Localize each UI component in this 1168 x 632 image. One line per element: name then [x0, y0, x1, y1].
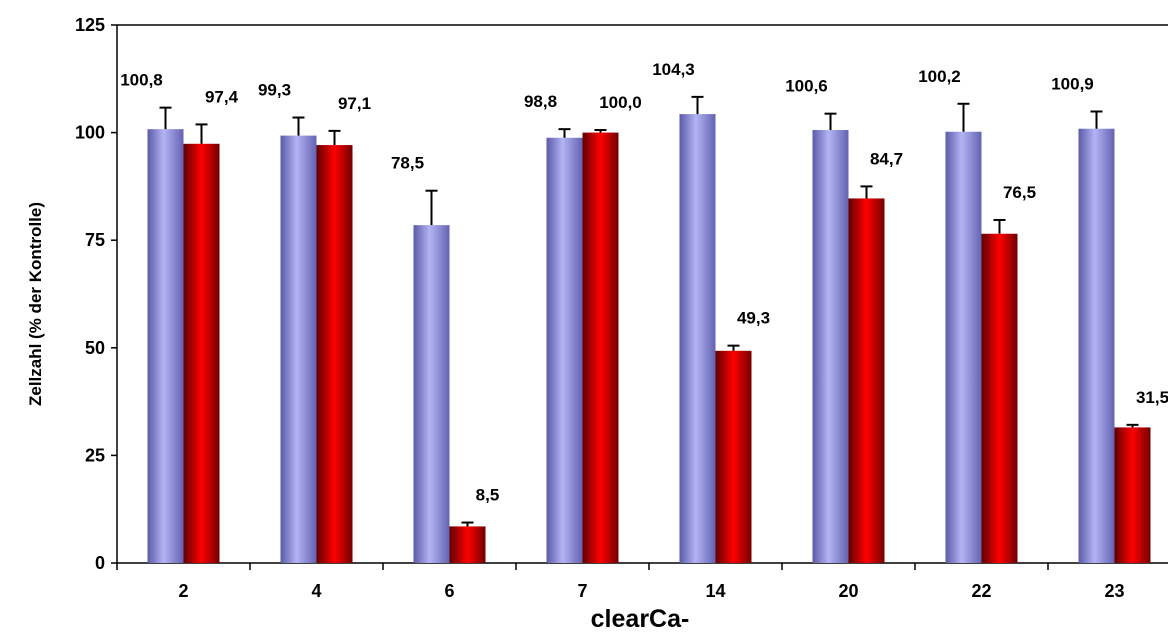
x-tick-label: 20: [838, 581, 858, 601]
bar: [413, 225, 450, 564]
y-tick-label: 50: [85, 338, 105, 358]
y-tick-label: 125: [75, 15, 105, 35]
x-tick-label: 2: [178, 581, 188, 601]
data-label: 31,5: [1136, 388, 1168, 407]
data-label: 100,6: [785, 77, 828, 96]
bar: [945, 131, 982, 563]
data-label: 104,3: [652, 60, 695, 79]
bar: [848, 198, 885, 563]
data-label: 97,1: [338, 94, 371, 113]
y-axis-title: Zellzahl (% der Kontrolle): [26, 202, 45, 406]
y-tick-label: 25: [85, 445, 105, 465]
x-axis-title: clearCa-: [591, 605, 690, 632]
bar: [546, 137, 583, 563]
bar: [582, 132, 619, 563]
data-label: 76,5: [1003, 183, 1036, 202]
data-labels: 100,8 97,4 99,3 97,1 78,5 8,5 98,8 100,0 104,3 49…: [120, 60, 1168, 505]
data-label: 84,7: [870, 149, 903, 168]
bar: [981, 233, 1018, 563]
data-label: 8,5: [476, 486, 500, 505]
x-tick-label: 4: [311, 581, 321, 601]
x-axis: 2 4 6 7 14 20 22 23: [116, 563, 1125, 601]
bar: [679, 114, 716, 563]
bar: [147, 129, 184, 563]
x-tick-label: 22: [971, 581, 991, 601]
data-label: 100,8: [120, 71, 163, 90]
bar: [449, 526, 486, 563]
bar: [1114, 427, 1151, 563]
data-label: 49,3: [737, 309, 770, 328]
x-tick-label: 7: [577, 581, 587, 601]
y-axis: 0 25 50 75 100 125: [75, 15, 117, 573]
bars: [147, 95, 1151, 564]
bar: [715, 350, 752, 563]
x-tick-label: 23: [1104, 581, 1124, 601]
data-label: 100,2: [918, 67, 961, 86]
bar: [316, 145, 353, 563]
data-label: 97,4: [205, 87, 239, 106]
y-tick-label: 75: [85, 230, 105, 250]
bar: [280, 135, 317, 563]
y-tick-label: 100: [75, 123, 105, 143]
data-label: 100,0: [599, 93, 642, 112]
data-label: 99,3: [258, 81, 291, 100]
bar: [1078, 128, 1115, 564]
data-label: 78,5: [391, 154, 424, 173]
bar: [183, 143, 220, 563]
y-tick-label: 0: [95, 553, 105, 573]
x-tick-label: 14: [705, 581, 725, 601]
x-tick-label: 6: [444, 581, 454, 601]
data-label: 100,9: [1051, 75, 1094, 94]
data-label: 98,8: [524, 92, 557, 111]
bar: [812, 130, 849, 564]
